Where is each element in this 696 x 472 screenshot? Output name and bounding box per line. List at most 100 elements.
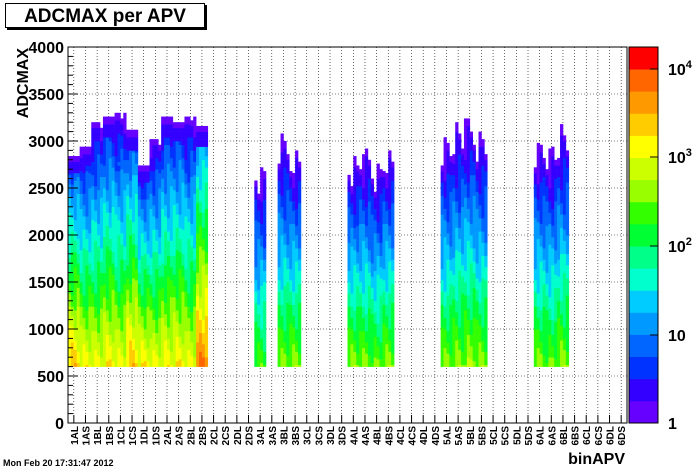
- heatmap-cell: [91, 325, 95, 328]
- heatmap-cell: [114, 315, 118, 319]
- heatmap-cell: [143, 329, 147, 332]
- heatmap-cell: [172, 225, 177, 228]
- heatmap-cell: [178, 231, 182, 234]
- heatmap-cell: [85, 182, 89, 185]
- heatmap-cell: [169, 270, 174, 273]
- heatmap-cell: [76, 340, 80, 343]
- heatmap-cell: [91, 253, 95, 256]
- heatmap-cell: [114, 176, 118, 179]
- heatmap-cell: [111, 216, 115, 219]
- heatmap-cell: [100, 345, 104, 349]
- heatmap-cell: [172, 362, 177, 366]
- heatmap-cell: [166, 124, 171, 127]
- heatmap-cell: [114, 295, 118, 298]
- heatmap-cell: [114, 122, 118, 125]
- heatmap-cell: [143, 229, 147, 232]
- heatmap-cell: [164, 195, 168, 198]
- heatmap-cell: [114, 174, 118, 178]
- heatmap-cell: [76, 355, 80, 358]
- heatmap-cell: [149, 144, 153, 147]
- heatmap-cell: [76, 238, 80, 241]
- heatmap-cell: [172, 266, 177, 270]
- heatmap-cell: [169, 133, 174, 136]
- heatmap-cell: [172, 344, 177, 347]
- heatmap-cell: [149, 152, 153, 155]
- heatmap-cell: [132, 233, 136, 236]
- heatmap-cell: [117, 313, 121, 317]
- heatmap-cell: [85, 282, 89, 285]
- heatmap-cell: [143, 285, 147, 288]
- heatmap-cell: [134, 141, 139, 144]
- heatmap-cell: [97, 285, 101, 288]
- heatmap-cell: [79, 203, 83, 206]
- heatmap-cell: [178, 221, 182, 225]
- heatmap-cell: [126, 144, 130, 147]
- heatmap-cell: [111, 323, 115, 326]
- heatmap-cell: [70, 203, 75, 206]
- heatmap-cell: [117, 253, 121, 256]
- heatmap-cell: [132, 159, 136, 162]
- heatmap-cell: [158, 285, 162, 288]
- heatmap-cell: [111, 300, 115, 303]
- heatmap-cell: [120, 242, 124, 245]
- heatmap-cell: [129, 174, 133, 178]
- heatmap-cell: [91, 329, 95, 332]
- heatmap-cell: [85, 270, 89, 273]
- heatmap-cell: [79, 325, 83, 328]
- heatmap-cell: [161, 359, 165, 362]
- heatmap-cell: [85, 302, 89, 305]
- heatmap-cell: [126, 298, 130, 302]
- heatmap-cell: [161, 265, 165, 268]
- heatmap-cell: [152, 342, 156, 345]
- heatmap-cell: [178, 265, 182, 268]
- heatmap-cell: [178, 178, 182, 181]
- heatmap-cell: [68, 208, 72, 211]
- heatmap-cell: [169, 287, 174, 290]
- heatmap-cell: [120, 283, 124, 287]
- heatmap-cell: [108, 323, 112, 326]
- heatmap-cell: [68, 289, 72, 292]
- heatmap-cell: [68, 340, 72, 343]
- heatmap-cell: [129, 297, 133, 300]
- heatmap-cell: [143, 364, 147, 367]
- heatmap-cell: [149, 261, 153, 264]
- heatmap-cell: [82, 250, 86, 253]
- heatmap-cell: [129, 265, 133, 268]
- heatmap-cell: [146, 291, 150, 294]
- heatmap-cell: [123, 291, 127, 294]
- heatmap-cell: [111, 139, 115, 142]
- heatmap-cell: [79, 161, 83, 164]
- heatmap-cell: [105, 280, 110, 283]
- heatmap-cell: [178, 319, 182, 322]
- heatmap-cell: [108, 317, 112, 320]
- heatmap-cell: [132, 310, 136, 313]
- heatmap-cell: [149, 283, 153, 287]
- heatmap-cell: [134, 315, 139, 319]
- heatmap-cell: [88, 148, 92, 151]
- heatmap-cell: [91, 332, 95, 335]
- heatmap-cell: [100, 282, 104, 285]
- heatmap-cell: [68, 325, 72, 328]
- heatmap-cell: [181, 347, 185, 350]
- heatmap-cell: [175, 250, 179, 253]
- heatmap-cell: [132, 321, 136, 324]
- heatmap-cell: [94, 238, 98, 241]
- heatmap-cell: [82, 323, 86, 326]
- heatmap-cell: [126, 161, 130, 164]
- heatmap-cell: [169, 351, 174, 354]
- heatmap-cell: [79, 246, 83, 249]
- heatmap-cell: [164, 289, 168, 292]
- heatmap-cell: [155, 280, 159, 283]
- heatmap-cell: [166, 342, 171, 345]
- heatmap-cell: [97, 167, 101, 170]
- heatmap-cell: [152, 238, 156, 241]
- heatmap-cell: [70, 268, 75, 272]
- heatmap-cell: [120, 323, 124, 326]
- heatmap-cell: [73, 336, 78, 339]
- heatmap-cell: [85, 223, 89, 226]
- heatmap-cell: [82, 174, 86, 178]
- heatmap-cell: [117, 199, 121, 202]
- heatmap-cell: [94, 195, 98, 198]
- heatmap-cell: [85, 312, 89, 315]
- heatmap-cell: [172, 278, 177, 281]
